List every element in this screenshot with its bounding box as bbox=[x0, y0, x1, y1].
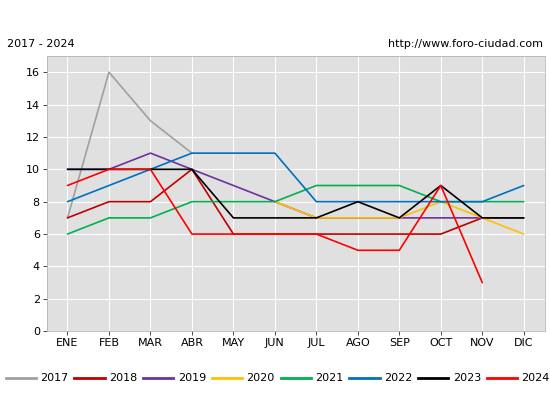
Text: 2023: 2023 bbox=[453, 373, 481, 382]
Text: 2019: 2019 bbox=[178, 373, 206, 382]
Text: 2024: 2024 bbox=[521, 373, 550, 382]
Text: 2017 - 2024: 2017 - 2024 bbox=[7, 39, 74, 49]
Text: 2020: 2020 bbox=[246, 373, 274, 382]
Text: 2022: 2022 bbox=[384, 373, 412, 382]
Text: Evolucion del paro registrado en Aldea de San Miguel: Evolucion del paro registrado en Aldea d… bbox=[70, 9, 480, 24]
Text: 2018: 2018 bbox=[109, 373, 137, 382]
Text: 2017: 2017 bbox=[40, 373, 68, 382]
Text: http://www.foro-ciudad.com: http://www.foro-ciudad.com bbox=[388, 39, 543, 49]
Text: 2021: 2021 bbox=[315, 373, 343, 382]
